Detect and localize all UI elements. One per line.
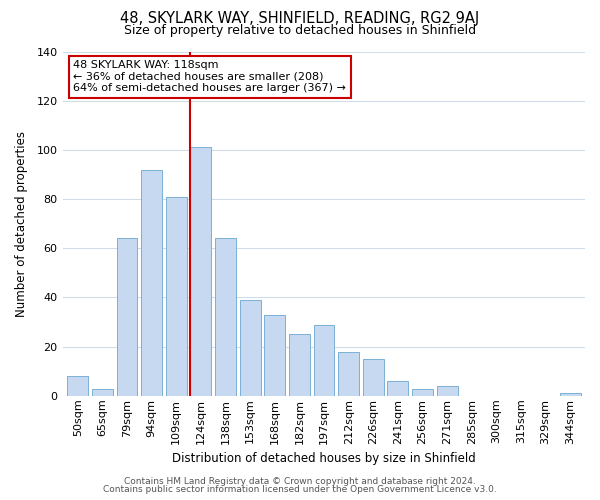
Bar	[412, 388, 433, 396]
Bar	[116, 238, 137, 396]
Text: 48 SKYLARK WAY: 118sqm
← 36% of detached houses are smaller (208)
64% of semi-de: 48 SKYLARK WAY: 118sqm ← 36% of detached…	[73, 60, 346, 94]
Bar	[388, 381, 409, 396]
Bar	[190, 148, 211, 396]
Bar	[239, 300, 260, 396]
Bar	[363, 359, 384, 396]
Text: Contains HM Land Registry data © Crown copyright and database right 2024.: Contains HM Land Registry data © Crown c…	[124, 477, 476, 486]
Bar	[166, 196, 187, 396]
Y-axis label: Number of detached properties: Number of detached properties	[15, 130, 28, 316]
Text: Contains public sector information licensed under the Open Government Licence v3: Contains public sector information licen…	[103, 485, 497, 494]
Bar	[67, 376, 88, 396]
Bar	[437, 386, 458, 396]
Bar	[338, 352, 359, 396]
Bar	[560, 394, 581, 396]
Bar	[92, 388, 113, 396]
Text: 48, SKYLARK WAY, SHINFIELD, READING, RG2 9AJ: 48, SKYLARK WAY, SHINFIELD, READING, RG2…	[121, 11, 479, 26]
Bar	[264, 314, 285, 396]
Bar	[141, 170, 162, 396]
Bar	[314, 324, 334, 396]
Text: Size of property relative to detached houses in Shinfield: Size of property relative to detached ho…	[124, 24, 476, 37]
Bar	[289, 334, 310, 396]
X-axis label: Distribution of detached houses by size in Shinfield: Distribution of detached houses by size …	[172, 452, 476, 465]
Bar	[215, 238, 236, 396]
